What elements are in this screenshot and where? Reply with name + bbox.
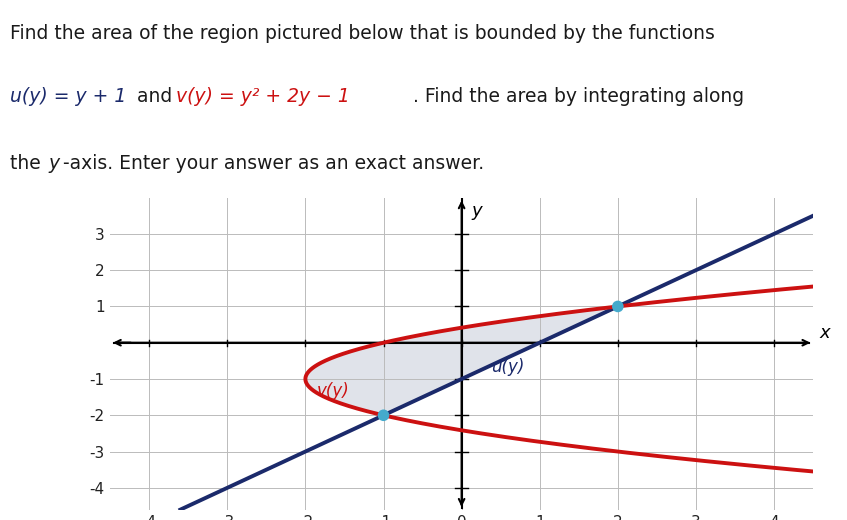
Text: Find the area of the region pictured below that is bounded by the functions: Find the area of the region pictured bel… (10, 24, 715, 43)
Text: the: the (10, 154, 47, 173)
Text: -axis. Enter your answer as an exact answer.: -axis. Enter your answer as an exact ans… (63, 154, 484, 173)
Text: v(y): v(y) (317, 382, 350, 400)
Text: u(y): u(y) (491, 358, 524, 376)
Text: x: x (819, 324, 830, 342)
Text: . Find the area by integrating along: . Find the area by integrating along (413, 87, 745, 106)
Text: v(y) = y² + 2y − 1: v(y) = y² + 2y − 1 (176, 87, 350, 106)
Text: u(y) = y + 1: u(y) = y + 1 (10, 87, 126, 106)
Text: y: y (48, 154, 59, 173)
Point (377, 411, 390, 420)
Point (611, 302, 624, 310)
Text: and: and (131, 87, 179, 106)
Text: y: y (471, 202, 482, 220)
